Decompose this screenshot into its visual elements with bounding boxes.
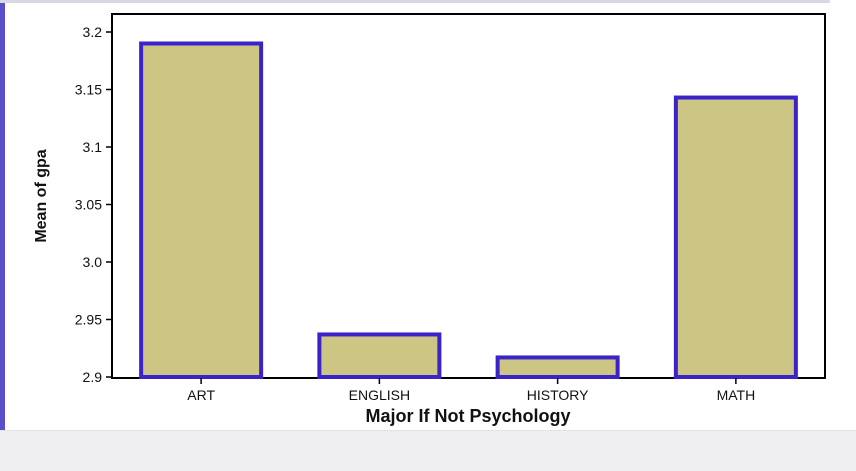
- y-tick-label: 2.9: [83, 369, 103, 385]
- bottom-strip: [0, 430, 856, 471]
- y-tick-label: 3.2: [83, 24, 103, 40]
- bar-history: [495, 355, 620, 380]
- y-tick-label: 2.95: [75, 312, 102, 328]
- bar-chart: 2.9 2.95 3.0 3.05 3.1 3.15 3.2 ART ENGLISH HISTO…: [33, 13, 826, 426]
- y-tick-label: 3.05: [75, 197, 102, 213]
- bar-math: [673, 95, 798, 380]
- left-border-rule: [0, 0, 5, 430]
- bar-art: [139, 41, 264, 379]
- y-tick-label: 3.0: [83, 254, 103, 270]
- x-tick-label-art: ART: [187, 387, 215, 403]
- x-axis: ART ENGLISH HISTORY MATH: [187, 378, 755, 403]
- y-axis: 2.9 2.95 3.0 3.05 3.1 3.15 3.2: [75, 24, 112, 385]
- x-axis-title: Major If Not Psychology: [365, 406, 570, 426]
- x-tick-label-math: MATH: [717, 387, 756, 403]
- top-border-rule: [0, 0, 830, 3]
- bar-english: [317, 332, 442, 380]
- y-tick-label: 3.1: [83, 139, 103, 155]
- bars-group: [139, 41, 798, 380]
- y-axis-title: Mean of gpa: [33, 149, 50, 242]
- x-tick-label-history: HISTORY: [527, 387, 589, 403]
- y-tick-label: 3.15: [75, 82, 102, 98]
- x-tick-label-english: ENGLISH: [349, 387, 410, 403]
- plot-frame: [111, 13, 826, 379]
